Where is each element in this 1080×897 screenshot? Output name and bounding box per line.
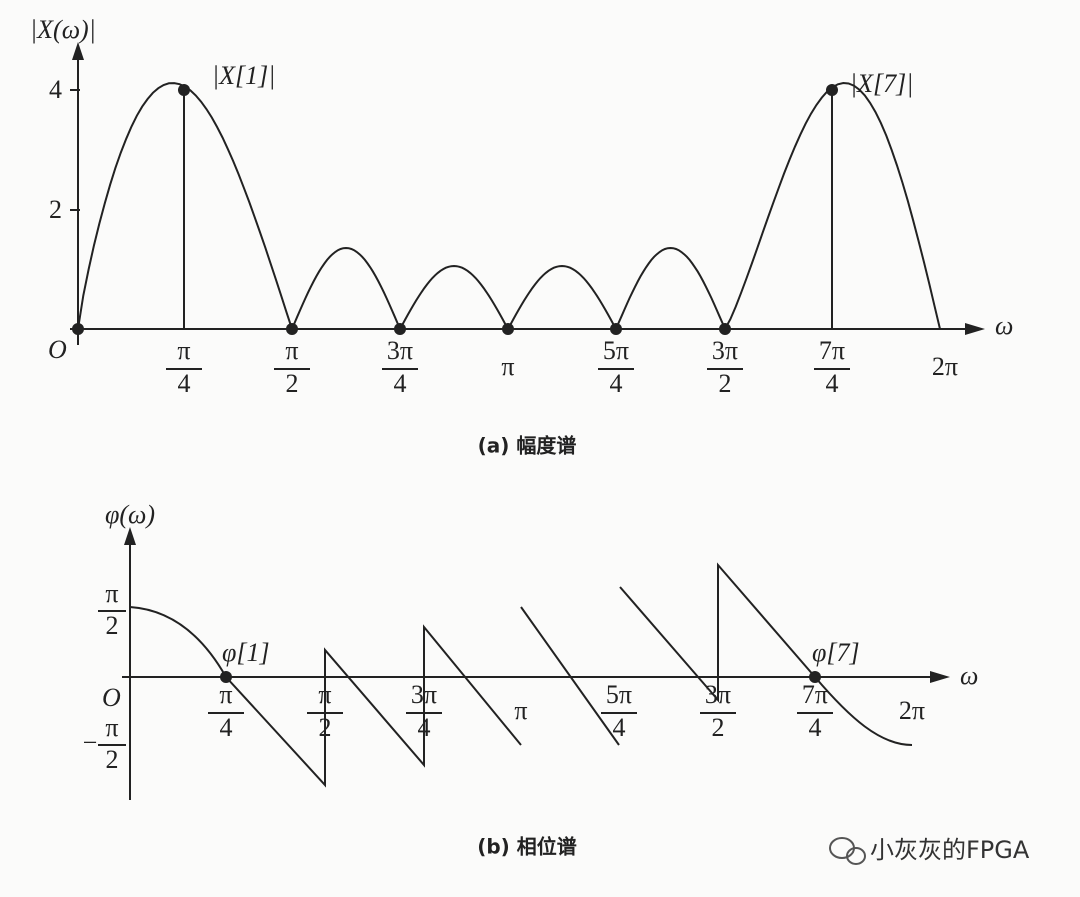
x-tick-num: 3π	[712, 336, 738, 365]
point	[809, 671, 821, 683]
x-tick-den: 4	[220, 713, 233, 742]
x-tick-den: 4	[610, 369, 623, 398]
origin-label: O	[48, 335, 67, 364]
arrow	[930, 671, 950, 683]
point	[178, 84, 190, 96]
x-tick-num: 7π	[819, 336, 845, 365]
peak-label: |X[7]|	[850, 69, 913, 98]
point	[826, 84, 838, 96]
y-tick-num: π	[105, 579, 118, 608]
y-tick-den: 2	[106, 745, 119, 774]
x-tick-num: 3π	[387, 336, 413, 365]
y-tick-den: 2	[106, 611, 119, 640]
y-axis-label: |X(ω)|	[30, 15, 96, 44]
x-tick-num: 5π	[606, 680, 632, 709]
point	[502, 323, 514, 335]
point	[72, 323, 84, 335]
y-tick-sign: −	[83, 728, 98, 757]
x-tick-den: 4	[613, 713, 626, 742]
arrow	[124, 527, 136, 545]
x-tick-den: 2	[319, 713, 332, 742]
x-tick-num: π	[318, 680, 331, 709]
x-tick-den: 4	[418, 713, 431, 742]
point	[394, 323, 406, 335]
x-tick-den: 2	[712, 713, 725, 742]
x-tick-label: 2π	[932, 352, 958, 381]
x-tick-den: 4	[809, 713, 822, 742]
caption: (b) 相位谱	[477, 835, 577, 859]
x-tick-label: π	[514, 696, 527, 725]
point	[610, 323, 622, 335]
x-tick-num: 3π	[411, 680, 437, 709]
x-tick-den: 4	[826, 369, 839, 398]
arrow	[965, 323, 985, 335]
x-tick-num: π	[285, 336, 298, 365]
point-label: φ[7]	[812, 638, 860, 667]
x-tick-label: 2π	[899, 696, 925, 725]
x-axis-label: ω	[995, 311, 1013, 340]
x-tick-den: 4	[178, 369, 191, 398]
y-tick-label: 4	[49, 75, 62, 104]
x-tick-den: 2	[286, 369, 299, 398]
x-tick-label: π	[501, 352, 514, 381]
x-tick-num: 3π	[705, 680, 731, 709]
point	[286, 323, 298, 335]
y-tick-label: 2	[49, 195, 62, 224]
x-tick-den: 2	[719, 369, 732, 398]
watermark-icon	[829, 837, 866, 865]
x-tick-num: π	[219, 680, 232, 709]
magnitude-curve	[77, 81, 941, 332]
x-axis-label: ω	[960, 661, 978, 690]
x-tick-num: 7π	[802, 680, 828, 709]
phase-curve	[129, 562, 913, 788]
point	[220, 671, 232, 683]
peak-label: |X[1]|	[212, 61, 275, 90]
origin-label: O	[102, 683, 121, 712]
x-tick-num: π	[177, 336, 190, 365]
x-tick-num: 5π	[603, 336, 629, 365]
x-tick-den: 4	[394, 369, 407, 398]
watermark: 小灰灰的FPGA	[870, 836, 1030, 864]
y-tick-num: π	[105, 713, 118, 742]
caption: (a) 幅度谱	[478, 434, 577, 458]
point-label: φ[1]	[222, 638, 270, 667]
y-axis-label: φ(ω)	[105, 500, 155, 529]
arrow	[72, 42, 84, 60]
point	[719, 323, 731, 335]
